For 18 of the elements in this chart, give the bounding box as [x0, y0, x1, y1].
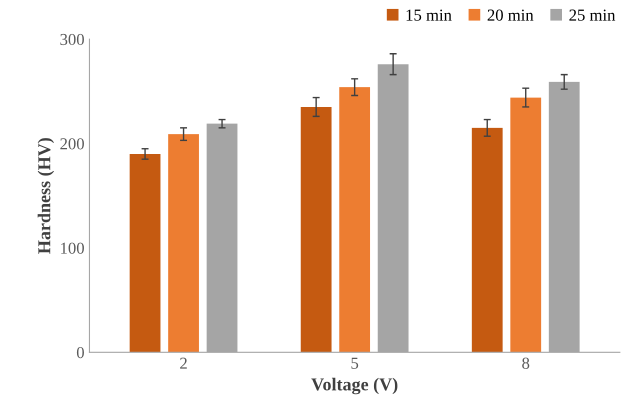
y-tick-label: 200 [60, 138, 84, 150]
bar [168, 134, 199, 352]
y-tick-label: 100 [61, 242, 84, 254]
legend-label: 25 min [569, 10, 616, 21]
x-axis-title: Voltage (V) [311, 378, 398, 394]
bar [472, 128, 503, 352]
bar [510, 98, 542, 352]
legend-label: 20 min [488, 10, 534, 21]
x-tick-label: 5 [351, 358, 358, 369]
legend-label: 15 min [406, 10, 452, 21]
y-axis-title: Hardness (HV) [38, 138, 54, 254]
x-tick-label: 8 [522, 358, 530, 369]
y-tick-label: 300 [60, 34, 84, 46]
x-tick-label: 2 [180, 358, 187, 369]
y-tick-label: 0 [76, 346, 84, 358]
bar [130, 154, 160, 352]
bar [339, 87, 370, 352]
bar [300, 106, 332, 352]
